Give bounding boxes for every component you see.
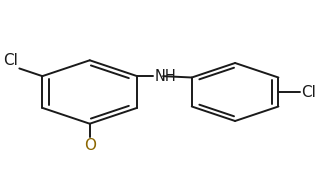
Text: Cl: Cl [301,84,316,100]
Text: NH: NH [154,69,176,84]
Text: Cl: Cl [3,53,18,68]
Text: O: O [84,138,96,153]
